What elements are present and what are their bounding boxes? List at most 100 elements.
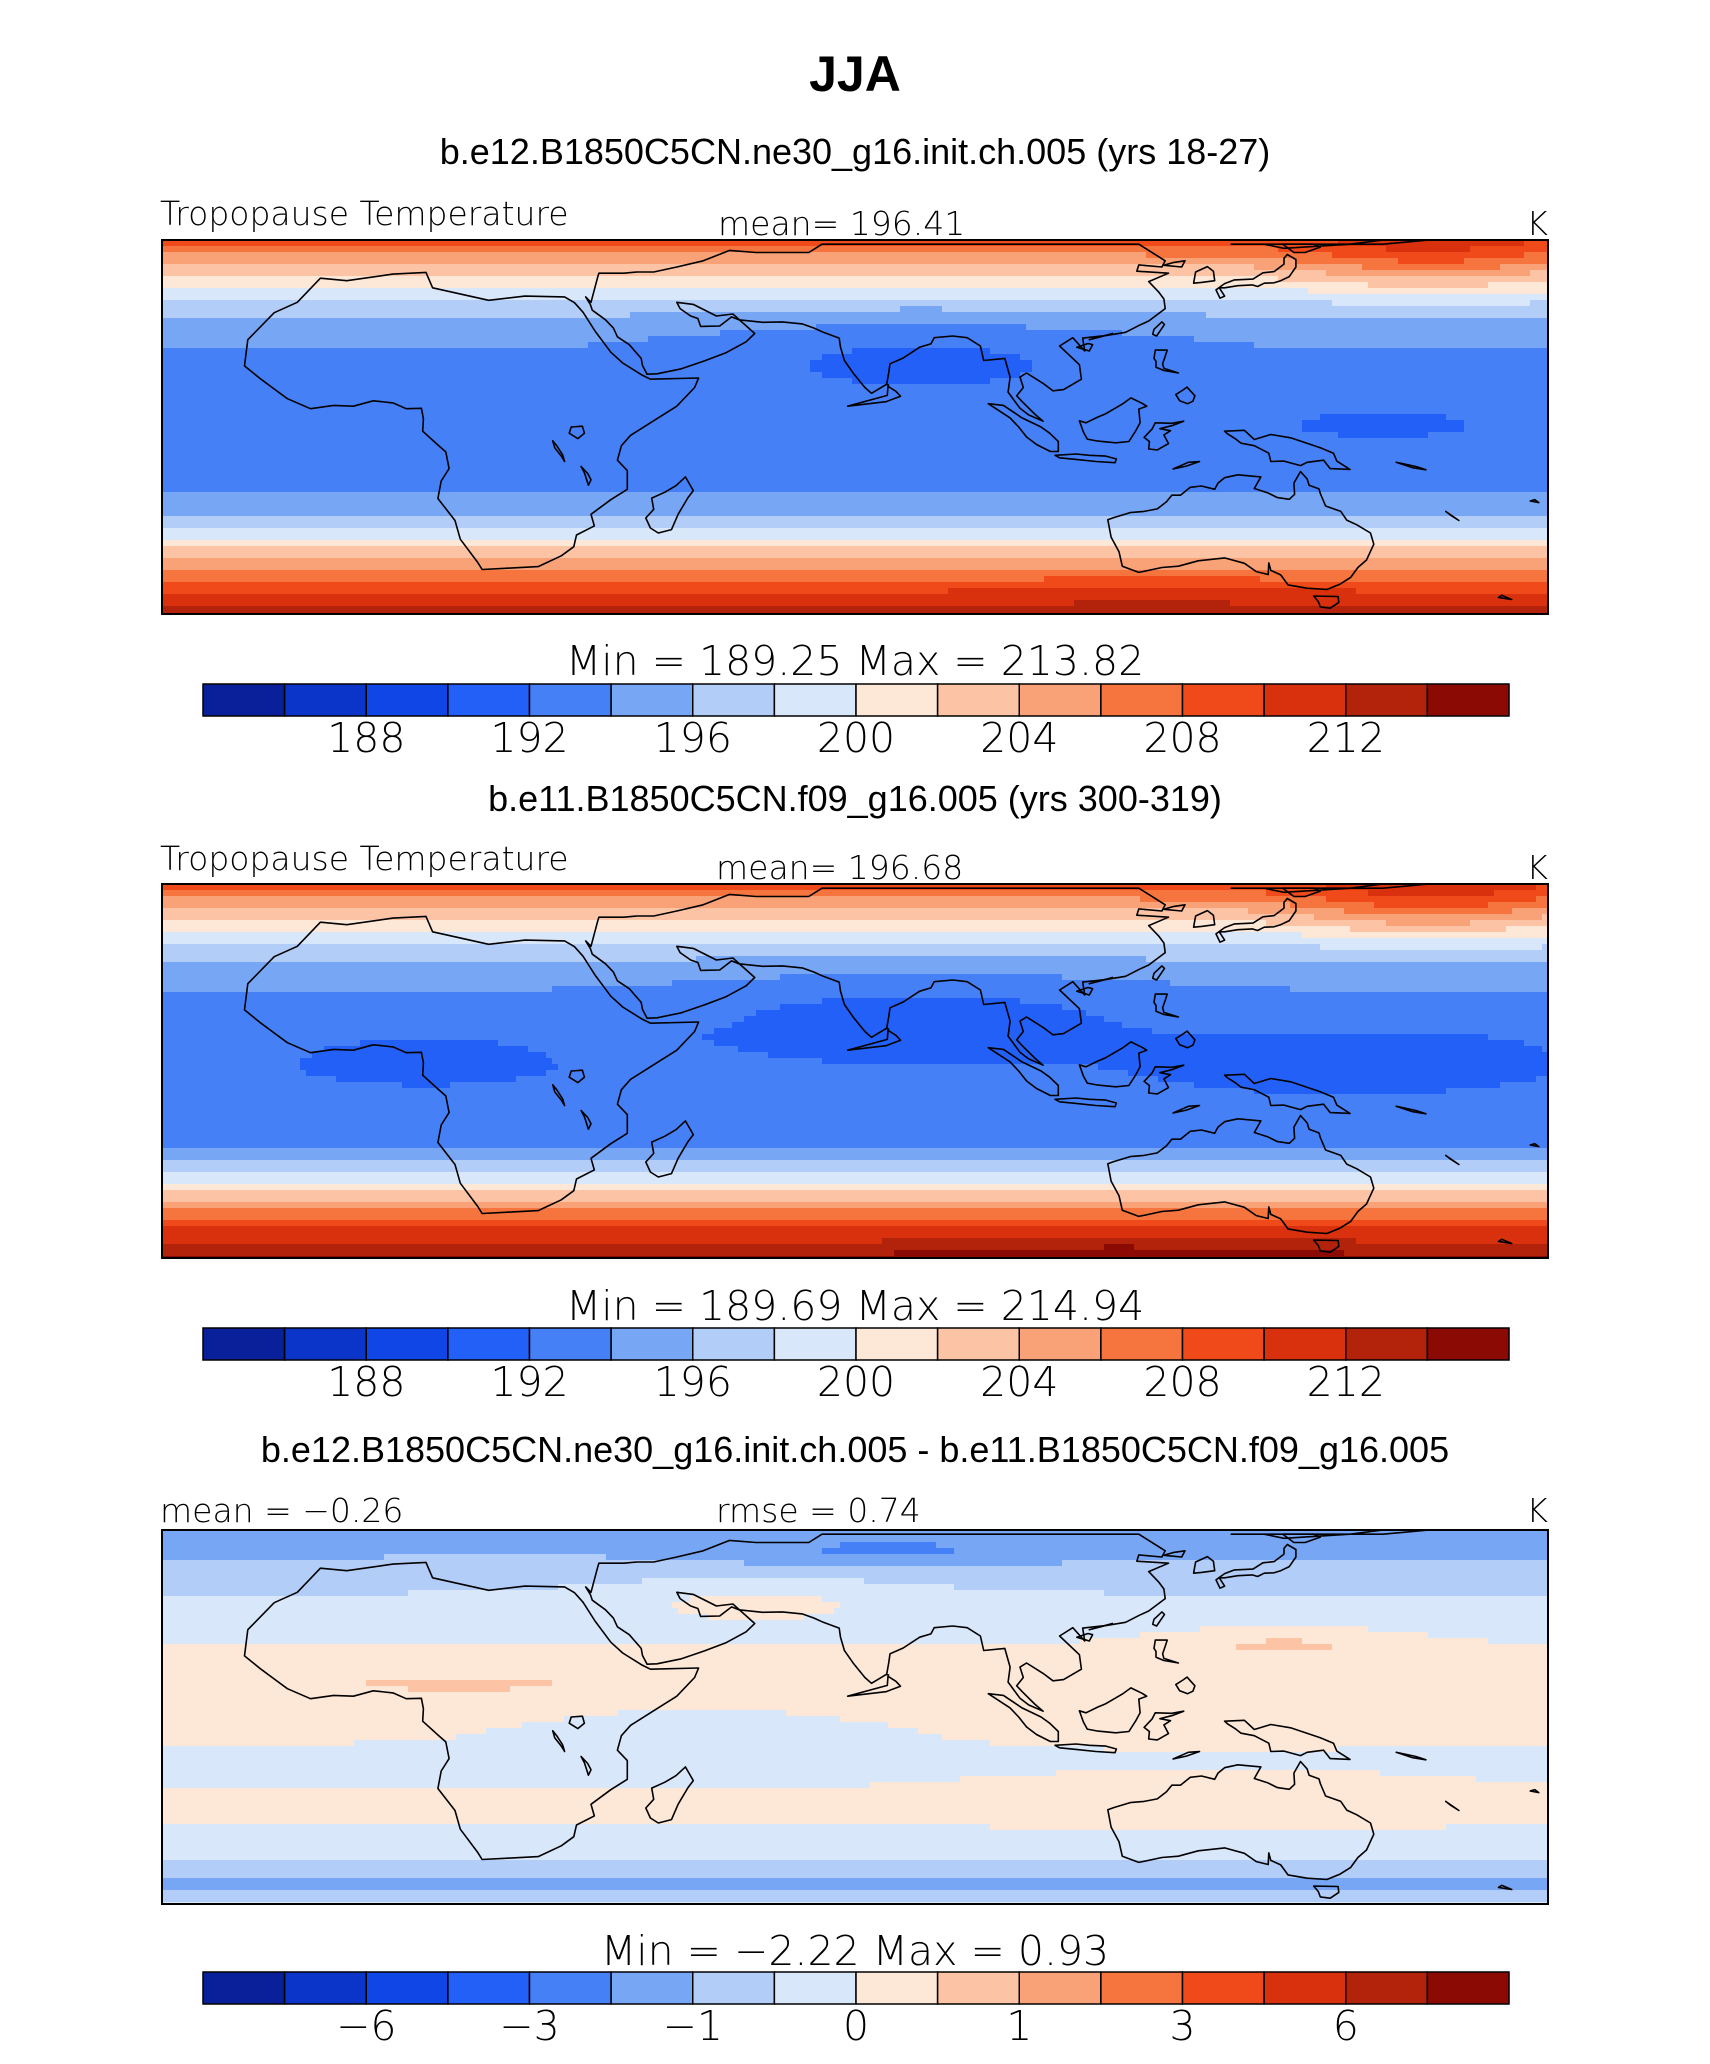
coastline <box>1076 1632 1094 1642</box>
contour-cell <box>1464 426 1548 433</box>
colorbar-box <box>528 683 612 717</box>
coastline <box>1223 1719 1351 1761</box>
colorbar-box <box>1345 1327 1429 1361</box>
contour-cell <box>672 1602 841 1609</box>
contour-cell <box>162 1830 1548 1837</box>
contour-cell <box>162 956 697 963</box>
contour-cell <box>672 980 1171 987</box>
contour-cell <box>1122 1022 1548 1029</box>
contour-cell <box>162 600 1075 607</box>
contour-cell <box>162 1232 1548 1239</box>
contour-cell <box>162 1548 823 1555</box>
panel-1-map <box>161 239 1549 615</box>
contour-cell <box>162 1584 559 1591</box>
coastline <box>1175 386 1196 405</box>
colorbar-box <box>447 683 531 717</box>
colorbar-tick-label: −6 <box>336 2002 396 2050</box>
contour-cell <box>1386 246 1471 253</box>
contour-cell <box>780 974 1063 981</box>
contour-cell <box>162 1866 1548 1873</box>
contour-cell <box>1470 920 1548 927</box>
contour-cell <box>1332 300 1531 307</box>
coastline <box>1163 904 1186 912</box>
contour-cell <box>162 1094 1548 1101</box>
contour-cell <box>768 1052 1548 1059</box>
coastline <box>1192 1555 1216 1574</box>
coastline <box>1054 1097 1118 1108</box>
coastline <box>584 887 1170 1066</box>
colorbar-tick-label: 188 <box>327 1358 405 1406</box>
contour-cell <box>618 1710 787 1717</box>
contour-cell <box>1104 1016 1548 1023</box>
coastline <box>580 1755 592 1776</box>
contour-cell <box>162 1800 1548 1807</box>
colorbar-tick-label: 6 <box>1333 2002 1359 2050</box>
contour-cell <box>162 564 1548 571</box>
contour-cell <box>162 1794 1548 1801</box>
contour-cell <box>1020 998 1548 1005</box>
contour-cell <box>162 1620 1548 1627</box>
panel-2-minmax-label: Min = 189.69 Max = 214.94 <box>566 1282 1144 1330</box>
contour-cell <box>1158 1076 1537 1083</box>
coastline <box>1153 1639 1180 1664</box>
colorbar-box <box>202 683 286 717</box>
contour-cell <box>162 444 1548 451</box>
colorbar-box <box>447 1971 531 2005</box>
contour-cell <box>300 1064 559 1071</box>
contour-cell <box>162 908 1249 915</box>
contour-cell <box>162 258 1297 265</box>
coastline <box>1192 265 1216 284</box>
contour-cell <box>408 1590 1105 1597</box>
colorbar-tick-label: 200 <box>817 1358 895 1406</box>
coastline <box>1230 240 1430 250</box>
colorbar-box <box>1181 1971 1265 2005</box>
contour-cell <box>162 1890 1548 1897</box>
contour-cell <box>162 1124 1548 1131</box>
coastline <box>1088 1622 1114 1631</box>
coastline <box>1529 1788 1540 1794</box>
contour-cell <box>162 426 1303 433</box>
contour-cell <box>162 288 1309 295</box>
contour-cell <box>1320 414 1447 421</box>
colorbar-box <box>773 1971 857 2005</box>
coastline <box>1444 1154 1460 1166</box>
contour-cell <box>162 1136 1548 1143</box>
contour-cell <box>1326 896 1537 903</box>
colorbar-box <box>1100 1327 1184 1361</box>
contour-cell <box>162 504 1548 511</box>
contour-cell <box>1488 902 1548 909</box>
contour-cell <box>162 1244 1105 1251</box>
contour-cell <box>1338 1746 1548 1753</box>
contour-cell <box>162 342 589 349</box>
contour-cell <box>516 1076 1159 1083</box>
contour-cell <box>354 1740 991 1747</box>
colorbar-box <box>1426 1327 1510 1361</box>
contour-cell <box>162 576 1045 583</box>
colorbar-tick-label: 212 <box>1307 714 1385 762</box>
contour-cell <box>162 1836 1548 1843</box>
contour-cell <box>546 1070 1129 1077</box>
contour-cell <box>162 432 1339 439</box>
colorbar-tick-label: 208 <box>1143 1358 1221 1406</box>
contour-cell <box>162 468 1548 475</box>
contour-cell <box>1362 264 1501 271</box>
contour-cell <box>1380 1770 1548 1777</box>
contour-cell <box>162 1530 1548 1537</box>
contour-cell <box>1302 426 1465 433</box>
contour-cell <box>162 1686 409 1693</box>
colorbar-box <box>692 683 776 717</box>
contour-cell <box>162 1238 883 1245</box>
coastline <box>1444 510 1460 522</box>
contour-cell <box>162 384 1548 391</box>
coastline <box>1192 909 1216 928</box>
panel-2-coastlines <box>243 884 1540 1253</box>
contour-cell <box>162 974 781 981</box>
contour-cell <box>162 480 1548 487</box>
contour-cell <box>162 950 1548 957</box>
contour-cell <box>1266 920 1387 927</box>
contour-cell <box>1308 288 1548 295</box>
coastline <box>1153 993 1180 1018</box>
contour-cell <box>1542 1046 1548 1053</box>
coastline <box>1107 470 1375 591</box>
coastline <box>1172 1750 1201 1760</box>
